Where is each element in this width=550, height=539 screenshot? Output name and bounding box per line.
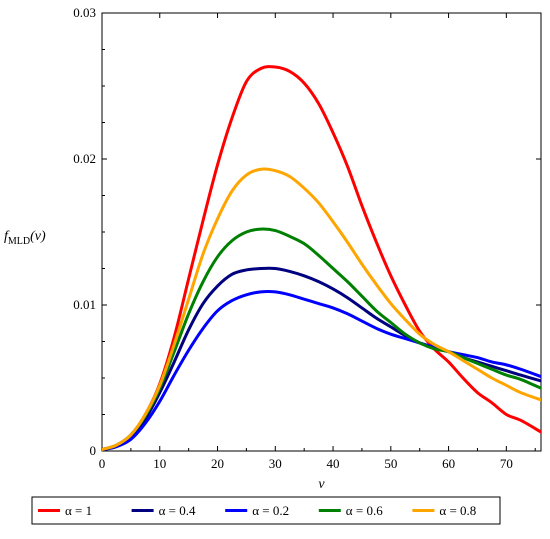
- x-tick-label: 70: [500, 456, 513, 471]
- y-axis-label: fMLD(ν): [4, 229, 46, 247]
- x-tick-label: 10: [153, 456, 166, 471]
- y-axis-label-subscript: MLD: [8, 236, 30, 247]
- legend-label: α = 0.4: [159, 503, 196, 518]
- x-tick-label: 40: [327, 456, 340, 471]
- series-line-1: [102, 65, 541, 452]
- series-line-5: [102, 167, 541, 452]
- y-tick-label: 0.02: [73, 151, 96, 166]
- legend-label: α = 0.2: [252, 503, 289, 518]
- y-axis-label-main: f: [4, 229, 10, 244]
- x-tick-label: 60: [442, 456, 455, 471]
- legend-label: α = 0.8: [439, 503, 476, 518]
- series-lines: [102, 65, 541, 452]
- x-tick-label: 30: [269, 456, 282, 471]
- x-tick-label: 20: [211, 456, 224, 471]
- axis-labels: ν fMLD(ν): [4, 229, 325, 492]
- series-line-3: [102, 289, 541, 452]
- y-axis-label-argument: (ν): [30, 229, 46, 244]
- legend-label: α = 1: [65, 503, 92, 518]
- legend-label: α = 0.6: [346, 503, 383, 518]
- series-line-4: [102, 227, 541, 452]
- y-tick-label: 0.01: [73, 297, 96, 312]
- y-tick-label: 0: [90, 443, 97, 458]
- legend: α = 1 α = 0.4 α = 0.2 α = 0.6 α = 0.8: [31, 496, 501, 525]
- axes: 0 10 20 30 40 50 60 70 0 0.01 0.02 0.03: [73, 5, 542, 471]
- x-tick-label: 50: [384, 456, 397, 471]
- y-tick-label: 0.03: [73, 5, 96, 20]
- x-axis-label: ν: [318, 477, 325, 492]
- x-tick-label: 0: [99, 456, 106, 471]
